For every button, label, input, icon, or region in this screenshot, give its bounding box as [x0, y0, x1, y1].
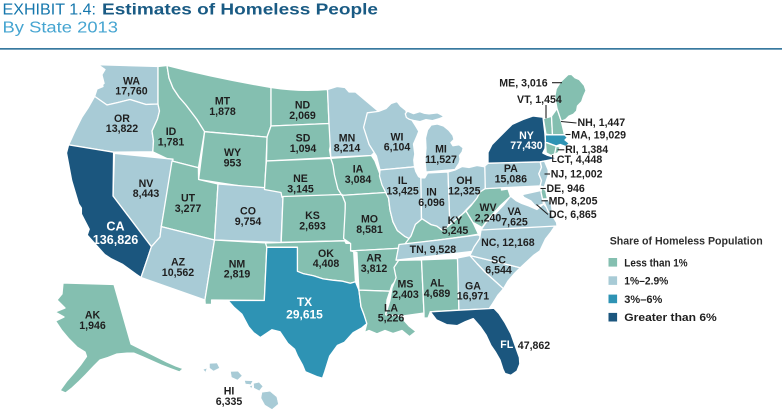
svg-text:3,812: 3,812	[361, 263, 388, 275]
svg-text:MO: MO	[361, 214, 378, 226]
svg-text:EXHIBIT 1.4:: EXHIBIT 1.4:	[3, 1, 96, 18]
svg-text:2,403: 2,403	[392, 289, 419, 301]
svg-text:3,084: 3,084	[345, 174, 372, 186]
svg-text:MS: MS	[398, 279, 414, 291]
svg-text:LA: LA	[384, 302, 398, 314]
svg-text:1,781: 1,781	[158, 136, 185, 148]
svg-text:PA: PA	[504, 163, 518, 175]
svg-text:OH: OH	[456, 175, 472, 187]
svg-text:IA: IA	[353, 164, 364, 176]
svg-text:6,104: 6,104	[384, 142, 411, 154]
svg-text:OR: OR	[114, 113, 130, 125]
svg-text:DC, 6,865: DC, 6,865	[549, 209, 597, 221]
svg-text:5,226: 5,226	[378, 313, 405, 325]
svg-text:8,443: 8,443	[133, 188, 160, 200]
svg-text:7,625: 7,625	[501, 216, 528, 228]
svg-text:IN: IN	[426, 187, 437, 199]
svg-text:2,069: 2,069	[289, 110, 316, 122]
svg-text:RI, 1,384: RI, 1,384	[565, 144, 608, 156]
svg-text:NJ, 12,002: NJ, 12,002	[551, 169, 603, 181]
svg-text:1,946: 1,946	[79, 320, 106, 332]
svg-text:8,214: 8,214	[334, 143, 361, 155]
svg-text:4,408: 4,408	[313, 258, 340, 270]
svg-text:3%–6%: 3%–6%	[624, 294, 662, 306]
svg-text:DE, 946: DE, 946	[547, 183, 585, 195]
svg-text:77,430: 77,430	[510, 140, 543, 152]
svg-text:WV: WV	[479, 202, 496, 214]
svg-text:AR: AR	[366, 253, 382, 265]
svg-text:3,277: 3,277	[175, 203, 202, 215]
svg-text:MI: MI	[435, 144, 447, 156]
svg-text:VA: VA	[508, 206, 522, 218]
svg-text:GA: GA	[465, 280, 481, 292]
svg-text:MN: MN	[339, 132, 355, 144]
svg-text:NC, 12,168: NC, 12,168	[481, 237, 535, 249]
svg-text:ME, 3,016: ME, 3,016	[499, 77, 547, 89]
svg-text:KS: KS	[305, 210, 320, 222]
svg-text:TN, 9,528: TN, 9,528	[410, 244, 457, 256]
svg-text:CT, 4,448: CT, 4,448	[557, 154, 602, 166]
svg-text:4,689: 4,689	[424, 288, 451, 300]
svg-text:47,862: 47,862	[518, 340, 551, 352]
svg-text:2,693: 2,693	[299, 220, 326, 232]
svg-text:16,971: 16,971	[457, 291, 490, 303]
svg-text:CA: CA	[106, 220, 124, 234]
svg-text:1%–2.9%: 1%–2.9%	[624, 276, 668, 288]
svg-text:SC: SC	[491, 254, 506, 266]
svg-text:2,240: 2,240	[475, 212, 502, 224]
svg-text:Less than 1%: Less than 1%	[624, 257, 687, 269]
svg-text:1,094: 1,094	[290, 143, 317, 155]
svg-text:6,544: 6,544	[485, 265, 512, 277]
svg-text:6,335: 6,335	[216, 396, 243, 408]
svg-text:By State 2013: By State 2013	[3, 20, 119, 37]
svg-text:MD, 8,205: MD, 8,205	[549, 196, 598, 208]
svg-text:NY: NY	[519, 130, 534, 142]
svg-text:FL: FL	[500, 339, 513, 351]
svg-text:IL: IL	[398, 175, 408, 187]
svg-text:HI: HI	[224, 386, 235, 398]
svg-text:TX: TX	[297, 295, 312, 309]
svg-text:WI: WI	[391, 131, 404, 143]
svg-text:Share of Homeless Population: Share of Homeless Population	[610, 236, 763, 248]
svg-text:SD: SD	[296, 133, 311, 145]
svg-text:AZ: AZ	[171, 257, 186, 269]
svg-text:ID: ID	[166, 126, 177, 138]
svg-text:29,615: 29,615	[286, 308, 323, 322]
svg-text:136,826: 136,826	[93, 233, 139, 247]
svg-text:ND: ND	[295, 100, 311, 112]
svg-text:8,581: 8,581	[356, 224, 383, 236]
svg-text:953: 953	[224, 157, 242, 169]
svg-text:MT: MT	[215, 96, 231, 108]
svg-text:CO: CO	[240, 206, 256, 218]
svg-text:Greater than 6%: Greater than 6%	[624, 312, 717, 324]
svg-text:NM: NM	[229, 258, 246, 270]
svg-text:2,819: 2,819	[224, 269, 251, 281]
svg-text:12,325: 12,325	[448, 185, 481, 197]
svg-text:UT: UT	[181, 193, 196, 205]
svg-text:13,425: 13,425	[386, 185, 419, 197]
svg-text:AK: AK	[85, 310, 101, 322]
svg-text:WY: WY	[224, 147, 241, 159]
svg-text:6,096: 6,096	[418, 197, 445, 209]
svg-text:9,754: 9,754	[235, 216, 262, 228]
svg-text:NE: NE	[293, 173, 308, 185]
svg-text:15,086: 15,086	[495, 173, 528, 185]
svg-text:NH, 1,447: NH, 1,447	[578, 117, 626, 129]
svg-text:KY: KY	[448, 215, 463, 227]
svg-text:WA: WA	[123, 75, 140, 87]
svg-text:Estimates of Homeless People: Estimates of Homeless People	[102, 1, 378, 18]
svg-text:MA, 19,029: MA, 19,029	[571, 129, 626, 141]
svg-text:10,562: 10,562	[162, 267, 195, 279]
svg-text:OK: OK	[318, 248, 334, 260]
svg-text:VT, 1,454: VT, 1,454	[517, 94, 562, 106]
svg-text:11,527: 11,527	[425, 154, 457, 166]
svg-text:5,245: 5,245	[442, 225, 469, 237]
svg-text:3,145: 3,145	[287, 183, 314, 195]
svg-text:13,822: 13,822	[106, 123, 139, 135]
svg-text:17,760: 17,760	[115, 86, 148, 98]
svg-text:AL: AL	[430, 278, 445, 290]
svg-text:NV: NV	[139, 178, 154, 190]
svg-text:1,878: 1,878	[209, 106, 236, 118]
